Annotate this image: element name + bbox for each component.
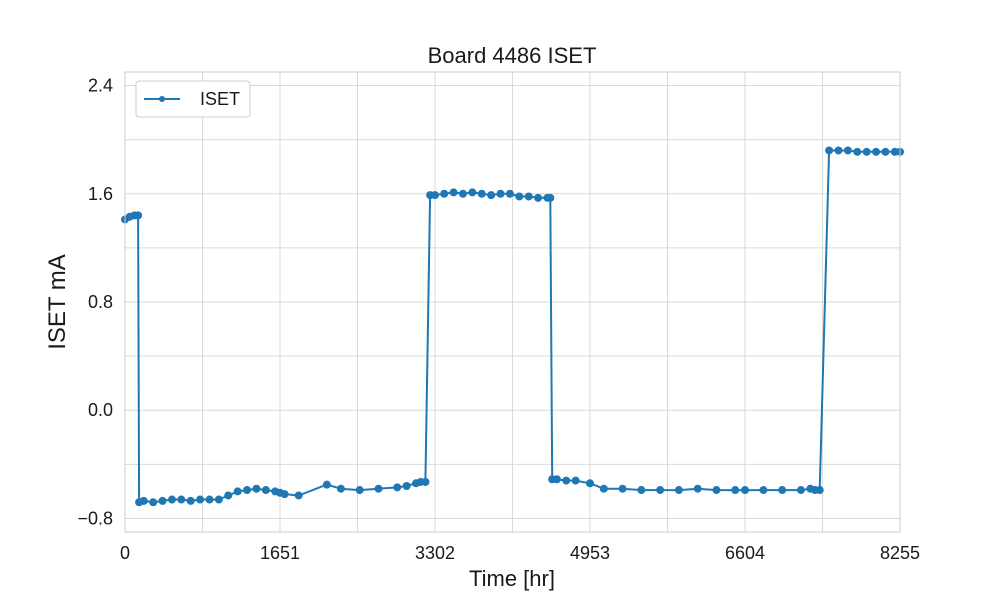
data-point — [134, 211, 143, 220]
data-point — [515, 192, 524, 201]
data-point — [862, 147, 871, 156]
data-point — [261, 486, 270, 495]
y-axis-label: ISET mA — [44, 254, 71, 350]
data-point — [477, 189, 486, 198]
data-point — [158, 496, 167, 505]
legend: ISET — [135, 80, 251, 118]
grid — [124, 72, 901, 532]
data-point — [524, 192, 533, 201]
data-point — [552, 475, 561, 484]
data-point — [741, 486, 749, 495]
data-point — [449, 188, 458, 197]
data-point — [881, 147, 890, 156]
data-point — [294, 491, 303, 500]
y-tick-label: 0.0 — [88, 400, 113, 420]
data-point — [496, 189, 505, 198]
data-point — [599, 484, 608, 493]
data-point — [674, 486, 683, 495]
data-point — [637, 486, 646, 495]
data-point — [224, 491, 233, 500]
data-point — [778, 486, 787, 495]
data-point — [186, 496, 195, 505]
y-tick-label: 2.4 — [88, 76, 113, 96]
data-point — [149, 498, 158, 507]
data-point — [233, 487, 242, 496]
y-tick-label: −0.8 — [77, 508, 113, 528]
data-point — [571, 476, 580, 485]
data-point — [759, 486, 768, 495]
data-point — [214, 495, 223, 504]
data-point — [393, 483, 402, 492]
data-point — [167, 495, 176, 504]
data-point — [205, 495, 214, 504]
data-point — [843, 146, 852, 155]
data-point — [252, 484, 261, 493]
data-point — [796, 486, 805, 495]
data-point — [374, 484, 383, 493]
data-point — [440, 189, 449, 198]
legend-box — [135, 80, 251, 118]
data-point — [355, 486, 364, 495]
data-point — [618, 484, 627, 493]
data-point — [487, 191, 496, 200]
series-layer — [121, 146, 904, 507]
data-point — [815, 486, 824, 495]
data-point — [834, 146, 843, 155]
data-point — [196, 495, 205, 504]
ticks: 0 1651 3302 4953 6604 8255 −0.8 0.0 0.8 1.6 2.4 — [77, 76, 920, 563]
x-tick-label: 4953 — [570, 543, 610, 563]
plot-frame — [124, 71, 901, 533]
data-point — [546, 193, 555, 202]
x-tick-label: 6604 — [725, 543, 765, 563]
data-point — [431, 191, 439, 200]
data-point — [712, 486, 721, 495]
data-point — [402, 482, 411, 490]
series-line — [124, 149, 900, 504]
x-tick-label: 3302 — [415, 543, 455, 563]
y-tick-label: 1.6 — [88, 184, 113, 204]
data-point — [586, 479, 594, 488]
data-point — [656, 486, 665, 495]
data-point — [505, 189, 514, 198]
legend-marker-swatch — [159, 96, 165, 102]
y-tick-label: 0.8 — [88, 292, 113, 312]
data-point — [243, 486, 252, 495]
legend-label: ISET — [200, 89, 240, 109]
x-tick-label: 8255 — [880, 543, 920, 563]
data-point — [468, 188, 477, 197]
data-point — [280, 490, 289, 499]
data-point — [421, 477, 430, 486]
data-point — [177, 495, 186, 504]
chart-title: Board 4486 ISET — [428, 43, 597, 68]
data-point — [534, 193, 543, 202]
x-tick-label: 1651 — [260, 543, 300, 563]
data-point — [693, 484, 702, 493]
x-axis-label: Time [hr] — [469, 566, 555, 591]
data-point — [731, 486, 740, 495]
data-point — [872, 147, 881, 156]
data-point — [458, 189, 467, 198]
data-point — [562, 476, 571, 485]
x-tick-label: 0 — [120, 543, 130, 563]
data-point — [853, 147, 862, 156]
data-point — [139, 496, 148, 505]
data-point — [825, 146, 834, 155]
data-point — [336, 484, 345, 493]
data-point — [322, 480, 331, 489]
